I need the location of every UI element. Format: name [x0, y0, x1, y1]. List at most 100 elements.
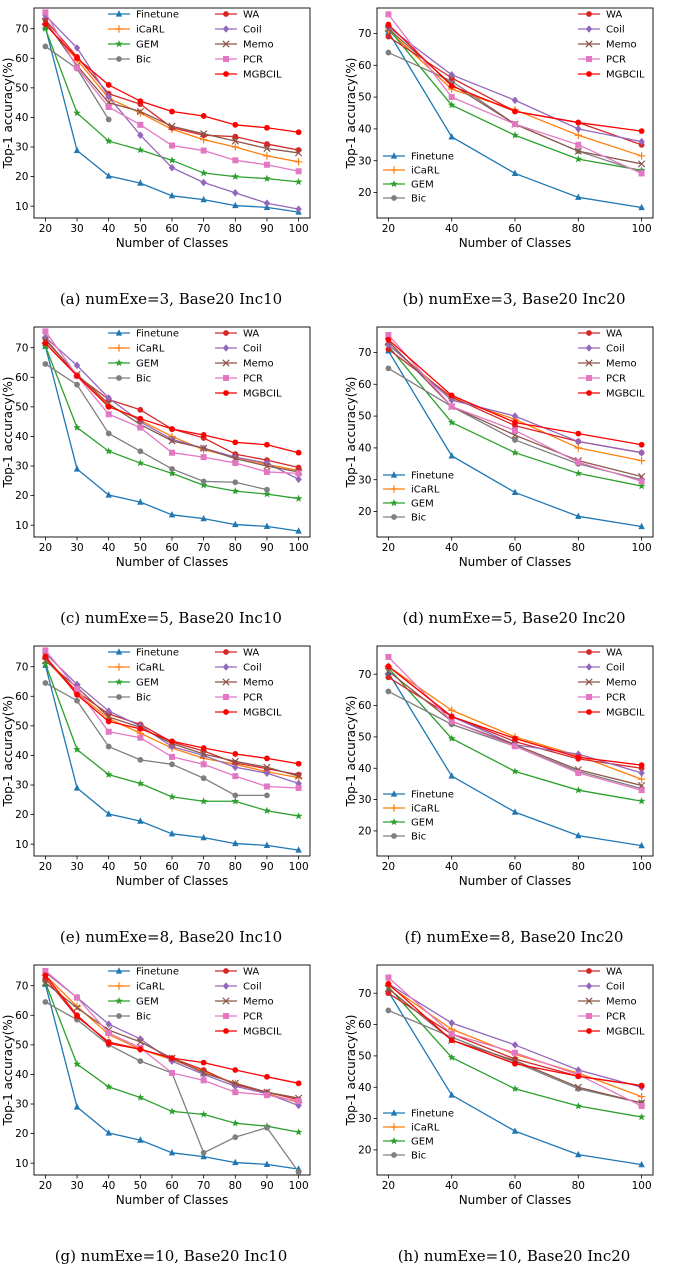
data-point	[511, 767, 519, 775]
y-tick-label: 60	[15, 691, 28, 703]
legend-entry: PCR	[215, 55, 263, 66]
data-point	[511, 412, 519, 420]
data-point	[575, 831, 582, 839]
data-point	[448, 94, 455, 101]
legend-entry: Memo	[215, 359, 274, 370]
data-point	[512, 121, 518, 128]
data-point	[74, 372, 80, 379]
data-point	[232, 479, 239, 486]
plot-area	[384, 653, 646, 849]
data-point	[448, 1091, 455, 1098]
panel-f: 20 40 60 80 100 20 30 40 50 60 70 Number of Classes…	[343, 638, 685, 957]
legend-entry: WA	[215, 967, 259, 978]
data-point	[447, 1053, 456, 1061]
legend-entry: MGBCIL	[215, 70, 282, 81]
data-point	[447, 418, 456, 426]
series-mgbcil	[42, 340, 302, 456]
data-point	[232, 460, 239, 467]
legend-marker	[585, 997, 593, 1005]
data-point	[42, 972, 49, 979]
series-line	[44, 974, 299, 1104]
data-point	[295, 205, 302, 213]
data-point	[105, 1020, 112, 1028]
series-mgbcil	[385, 663, 645, 769]
data-point	[263, 144, 271, 153]
data-point	[199, 1110, 208, 1118]
legend-label: WA	[606, 967, 622, 978]
data-point	[73, 465, 81, 472]
plot-area	[384, 974, 646, 1168]
x-tick-label: 60	[165, 223, 178, 235]
legend-label: Bic	[136, 693, 151, 704]
data-point	[574, 786, 583, 794]
data-point	[512, 437, 518, 443]
y-tick-label: 50	[15, 401, 28, 413]
data-point	[105, 172, 112, 179]
data-point	[137, 415, 144, 422]
legend-entry: MGBCIL	[215, 389, 282, 400]
legend-marker	[115, 40, 123, 48]
data-point	[512, 735, 518, 742]
data-point	[231, 1119, 240, 1127]
data-point	[42, 999, 49, 1005]
series-mgbcil	[385, 336, 645, 448]
legend-entry: WA	[215, 648, 259, 659]
data-point	[105, 82, 112, 88]
panel-a: 20 30 40 50 60 70 80 90 100 10 20 30 40 50 60 70 Number …	[0, 0, 342, 319]
data-point	[42, 21, 49, 28]
legend-label: WA	[243, 10, 259, 21]
data-point	[168, 1107, 176, 1115]
data-point	[575, 754, 582, 761]
x-axis-label: Number of Classes	[459, 1193, 572, 1207]
data-point	[232, 189, 239, 197]
data-point	[42, 967, 49, 974]
legend-entry: Finetune	[383, 1109, 454, 1120]
legend-label: PCR	[243, 1012, 263, 1023]
y-tick-label: 20	[358, 506, 371, 518]
x-tick-label: 30	[70, 542, 83, 554]
x-tick-label: 50	[134, 861, 147, 873]
data-point	[136, 107, 144, 116]
legend-entry: MGBCIL	[578, 70, 645, 81]
x-tick-label: 70	[197, 542, 210, 554]
data-point	[168, 192, 176, 199]
data-point	[168, 437, 176, 445]
data-point	[169, 738, 175, 745]
data-point	[232, 201, 239, 209]
data-point	[169, 761, 175, 768]
legend-entry: Finetune	[108, 329, 179, 340]
series-line	[387, 344, 642, 454]
data-point	[295, 760, 302, 767]
data-point	[638, 1082, 645, 1089]
data-point	[385, 688, 392, 695]
data-point	[574, 147, 582, 155]
legend-marker	[586, 390, 592, 396]
series-pcr	[42, 647, 302, 791]
legend-entry: iCaRL	[383, 485, 440, 496]
legend-entry: WA	[578, 329, 622, 340]
x-tick-label: 20	[382, 861, 395, 873]
y-tick-label: 40	[358, 1082, 371, 1094]
data-point	[637, 152, 646, 160]
data-point	[231, 1079, 239, 1087]
legend-marker	[391, 514, 397, 520]
y-tick-label: 30	[358, 155, 371, 167]
x-tick-label: 100	[289, 861, 309, 873]
data-point	[447, 734, 456, 742]
data-point	[231, 487, 240, 495]
series-pcr	[42, 328, 302, 477]
x-tick-label: 70	[197, 1180, 210, 1192]
data-point	[200, 1152, 207, 1160]
legend-label: Bic	[411, 832, 426, 843]
legend-marker	[586, 968, 592, 974]
legend-marker	[223, 694, 229, 700]
legend-marker	[390, 166, 398, 174]
series-pcr	[42, 9, 302, 175]
series-finetune	[385, 347, 645, 530]
legend-marker	[586, 56, 592, 62]
data-point	[200, 178, 207, 187]
x-tick-label: 90	[260, 1180, 273, 1192]
x-axis-label: Number of Classes	[116, 874, 229, 888]
data-point	[74, 55, 80, 62]
data-point	[105, 1030, 112, 1037]
